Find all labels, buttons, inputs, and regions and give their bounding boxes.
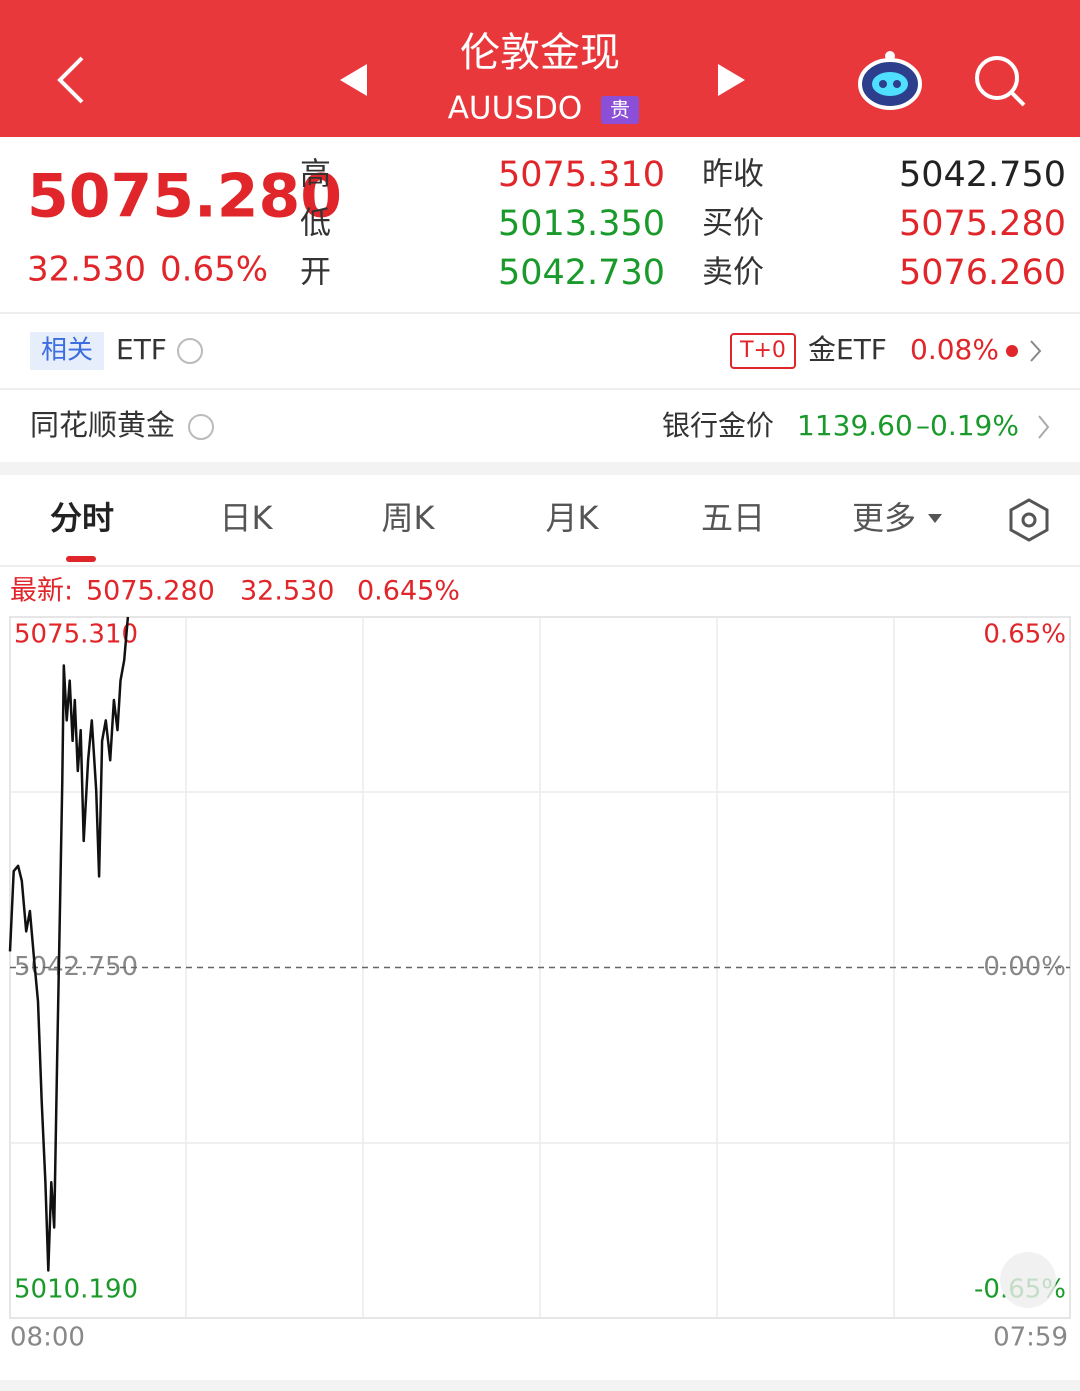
stat-label: 昨收 xyxy=(702,157,764,193)
price: 5075.280 xyxy=(27,162,342,232)
tab[interactable]: 日K xyxy=(220,499,274,537)
stat-label: 开 xyxy=(300,255,331,291)
etf-row[interactable]: 相关 ETF T+0 金ETF 0.08% xyxy=(30,332,1042,370)
bank-price: 1139.60 xyxy=(797,409,913,442)
bank-change: –0.19% xyxy=(916,409,1019,442)
y2-tick-label: 0.00% xyxy=(983,952,1066,982)
latest-label: 最新: xyxy=(10,576,73,607)
tab[interactable]: 分时 xyxy=(50,499,114,537)
x-tick-label: 07:59 xyxy=(993,1323,1068,1353)
tab-indicator xyxy=(66,556,96,562)
x-tick-label: 08:00 xyxy=(10,1323,85,1353)
title: 伦敦金现 xyxy=(460,30,620,76)
chevron xyxy=(1038,415,1050,439)
stat-label: 卖价 xyxy=(702,255,764,291)
gold-label: 同花顺黄金 xyxy=(30,408,175,442)
settings-icon[interactable] xyxy=(1009,498,1049,542)
stat-label: 低 xyxy=(300,206,331,242)
tab[interactable]: 五日 xyxy=(701,499,765,537)
search-icon[interactable] xyxy=(975,56,1026,107)
help-icon[interactable] xyxy=(177,338,203,364)
stat-label: 买价 xyxy=(702,206,764,242)
bank-label: 银行金价 xyxy=(662,409,774,442)
latest-change: 32.530 xyxy=(240,576,334,607)
bottom-gap xyxy=(0,1380,1080,1391)
y2-tick-label: 0.65% xyxy=(983,620,1066,650)
gold-row[interactable]: 同花顺黄金 银行金价 1139.60 –0.19% xyxy=(30,408,1050,442)
next-button[interactable] xyxy=(718,64,745,96)
t0-badge: T+0 xyxy=(739,338,786,363)
robot-icon[interactable] xyxy=(858,51,922,110)
t0-box xyxy=(730,333,796,369)
stat-value: 5075.310 xyxy=(498,155,665,195)
stat-value: 5075.280 xyxy=(899,204,1066,244)
fullscreen-button[interactable] xyxy=(1000,1252,1056,1308)
dot xyxy=(1006,345,1018,357)
chevron xyxy=(1030,340,1042,362)
badge: 贵 xyxy=(610,98,630,122)
more-arrow xyxy=(928,514,942,523)
stat-value: 5076.260 xyxy=(899,253,1066,293)
stat-label: 高 xyxy=(300,157,331,193)
help-icon[interactable] xyxy=(188,414,214,440)
latest-pct: 0.645% xyxy=(357,576,460,607)
back-button[interactable] xyxy=(57,56,84,104)
badge-bg xyxy=(601,96,639,124)
stat-value: 5042.730 xyxy=(498,253,665,293)
stat-value: 5013.350 xyxy=(498,204,665,244)
code: AUUSDO xyxy=(448,91,583,127)
gap xyxy=(0,462,1080,475)
change-pct: 0.65% xyxy=(160,250,268,290)
fund-change: 0.08% xyxy=(910,333,999,366)
etf-tag: 相关 xyxy=(41,336,93,366)
y-tick-label: 5075.310 xyxy=(14,620,138,650)
etf-label: ETF xyxy=(116,333,167,366)
stat-value: 5042.750 xyxy=(899,155,1066,195)
tab[interactable]: 月K xyxy=(546,499,600,537)
tab[interactable]: 周K xyxy=(382,499,436,537)
settings-icon-center xyxy=(1021,512,1037,528)
latest-price: 5075.280 xyxy=(86,576,215,607)
prev-button[interactable] xyxy=(340,64,367,96)
fund-name: 金ETF xyxy=(808,333,887,366)
tag-bg xyxy=(30,332,104,370)
stats: 高 5075.310 低 5013.350 开 5042.730 昨收 5042.750 买价 5… xyxy=(300,155,1066,293)
y-tick-label: 5010.190 xyxy=(14,1275,138,1305)
tabs: 分时 日K 周K 月K 五日 更多 xyxy=(50,499,916,537)
tab[interactable]: 更多 xyxy=(852,499,916,537)
price-line xyxy=(8,616,130,1272)
change: 32.530 xyxy=(27,250,146,290)
